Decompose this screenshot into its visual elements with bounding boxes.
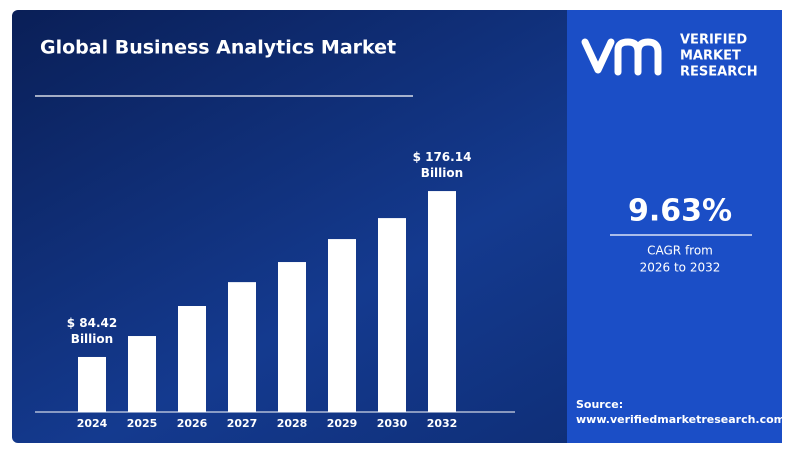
cagr-caption: CAGR from xyxy=(647,244,713,258)
x-tick-label: 2028 xyxy=(277,417,308,430)
source-url: www.verifiedmarketresearch.com xyxy=(576,413,785,426)
logo-mark xyxy=(581,38,662,76)
bar xyxy=(178,306,206,412)
cagr-caption: 2026 to 2032 xyxy=(640,261,721,275)
x-tick-label: 2024 xyxy=(77,417,108,430)
bar xyxy=(378,218,406,412)
bar xyxy=(128,336,156,412)
logo-text: MARKET xyxy=(680,49,741,64)
x-tick-label: 2025 xyxy=(127,417,158,430)
logo-text: RESEARCH xyxy=(680,65,758,80)
bar xyxy=(328,239,356,412)
side-panel xyxy=(567,10,782,443)
x-tick-label: 2026 xyxy=(177,417,208,430)
logo-text: VERIFIED xyxy=(680,33,747,48)
source-label: Source: xyxy=(576,398,623,411)
chart-title: Global Business Analytics Market xyxy=(40,37,396,59)
bar xyxy=(428,191,456,412)
x-tick-label: 2027 xyxy=(227,417,258,430)
bar xyxy=(78,356,106,412)
x-tick-label: 2029 xyxy=(327,417,358,430)
bar xyxy=(228,282,256,412)
cagr-value: 9.63% xyxy=(628,194,732,229)
x-tick-label: 2030 xyxy=(377,417,408,430)
value-label: $ 176.14 Billion xyxy=(412,150,472,181)
bar xyxy=(278,262,306,412)
value-label: $ 84.42 Billion xyxy=(66,315,118,346)
x-tick-label: 2032 xyxy=(427,417,458,430)
